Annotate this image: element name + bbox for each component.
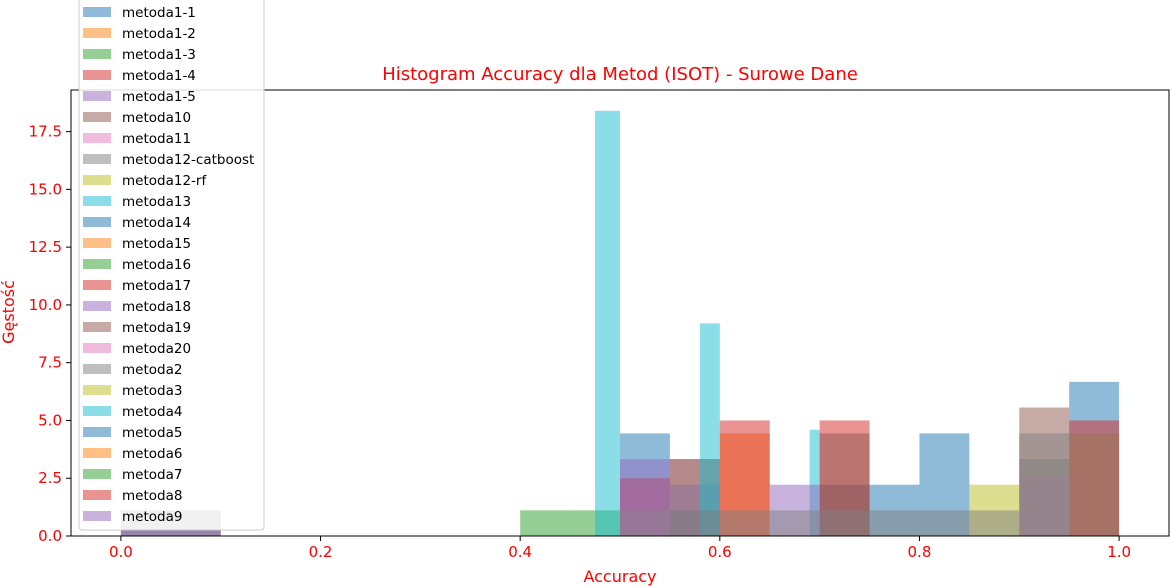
legend-label: metoda17 [122, 278, 191, 294]
bar-metoda1-3-0 [520, 510, 571, 536]
bar-metoda9-0 [120, 529, 221, 536]
y-axis-ticks: 0.0 2.5 5.0 7.5 10.0 12.5 15.0 17.5 [29, 123, 71, 545]
legend-label: metoda20 [122, 341, 191, 357]
bar-metoda2-9 [1019, 459, 1070, 536]
legend-label: metoda10 [122, 110, 191, 126]
legend-label: metoda1-3 [122, 47, 196, 63]
x-tick-label: 1.0 [1107, 543, 1131, 561]
legend-label: metoda1-2 [122, 26, 196, 42]
bar-metoda2-5 [819, 510, 870, 536]
legend-swatch [83, 7, 111, 17]
legend-swatch [83, 217, 111, 227]
legend-label: metoda15 [122, 236, 191, 252]
legend-label: metoda8 [122, 488, 182, 504]
plot-frame [70, 89, 1170, 537]
bar-metoda2-2 [669, 510, 720, 536]
legend-swatch [83, 175, 111, 185]
y-tick-label: 12.5 [29, 238, 62, 256]
legend-swatch [83, 49, 111, 59]
chart-title: Histogram Accuracy dla Metod (ISOT) - Su… [382, 64, 858, 85]
legend-swatch [83, 259, 111, 269]
legend-swatch [83, 70, 111, 80]
bar-metoda2-10 [1069, 433, 1120, 536]
legend-swatch [83, 427, 111, 437]
legend-label: metoda18 [122, 299, 191, 315]
legend-label: metoda3 [122, 383, 182, 399]
bar-metoda13-1 [699, 323, 720, 536]
legend-swatch [83, 364, 111, 374]
legend-label: metoda5 [122, 425, 182, 441]
legend-label: metoda7 [122, 467, 182, 483]
x-tick-label: 0.4 [508, 543, 532, 561]
x-axis-ticks: 0.0 0.2 0.4 0.6 0.8 1.0 [109, 536, 1131, 561]
legend-label: metoda19 [122, 320, 191, 336]
legend-swatch [83, 469, 111, 479]
legend-label: metoda1-5 [122, 89, 196, 105]
legend-label: metoda11 [122, 131, 191, 147]
legend-swatch [83, 322, 111, 332]
legend-label: metoda2 [122, 362, 182, 378]
y-tick-label: 5.0 [38, 411, 62, 429]
legend-label: metoda13 [122, 194, 191, 210]
legend-label: metoda4 [122, 404, 182, 420]
bar-metoda2-3 [719, 510, 770, 536]
legend-swatch [83, 238, 111, 248]
legend: metoda1-1 metoda1-2 metoda1-3 metoda1-4 meto… [78, 0, 265, 531]
legend-swatch [83, 28, 111, 38]
legend-label: metoda12-catboost [122, 152, 254, 168]
legend-swatch [83, 343, 111, 353]
legend-label: metoda9 [122, 509, 182, 525]
legend-swatch [83, 91, 111, 101]
legend-swatch [83, 490, 111, 500]
x-tick-label: 0.8 [908, 543, 932, 561]
bar-metoda13-2 [809, 429, 820, 536]
legend-swatch [83, 112, 111, 122]
legend-swatch [83, 196, 111, 206]
y-axis-label: Gęstość [0, 280, 18, 344]
legend-box [78, 0, 265, 531]
x-tick-label: 0.6 [708, 543, 732, 561]
legend-label: metoda12-rf [122, 173, 207, 189]
y-tick-label: 7.5 [38, 354, 62, 372]
bar-metoda2-8 [969, 510, 1020, 536]
legend-label: metoda16 [122, 257, 191, 273]
legend-swatch [83, 406, 111, 416]
legend-swatch [83, 385, 111, 395]
bar-metoda13-0 [595, 110, 620, 537]
y-tick-label: 0.0 [38, 527, 62, 545]
x-axis-label: Accuracy [583, 567, 656, 586]
y-tick-label: 17.5 [29, 123, 62, 141]
y-tick-label: 15.0 [29, 180, 62, 198]
bars-layer [120, 110, 1120, 537]
x-tick-label: 0.2 [309, 543, 333, 561]
legend-swatch [83, 301, 111, 311]
y-tick-label: 10.0 [29, 296, 62, 314]
x-tick-label: 0.0 [109, 543, 133, 561]
bar-metoda2-7 [919, 510, 970, 536]
legend-swatch [83, 448, 111, 458]
legend-label: metoda1-4 [122, 68, 196, 84]
legend-swatch [83, 511, 111, 521]
legend-label: metoda1-1 [122, 5, 196, 21]
legend-swatch [83, 133, 111, 143]
y-tick-label: 2.5 [38, 469, 62, 487]
bar-metoda2-1 [620, 510, 670, 536]
legend-label: metoda14 [122, 215, 191, 231]
legend-swatch [83, 154, 111, 164]
legend-swatch [83, 280, 111, 290]
legend-label: metoda6 [122, 446, 182, 462]
bar-metoda2-4 [769, 510, 820, 536]
bar-metoda2-6 [869, 510, 920, 536]
